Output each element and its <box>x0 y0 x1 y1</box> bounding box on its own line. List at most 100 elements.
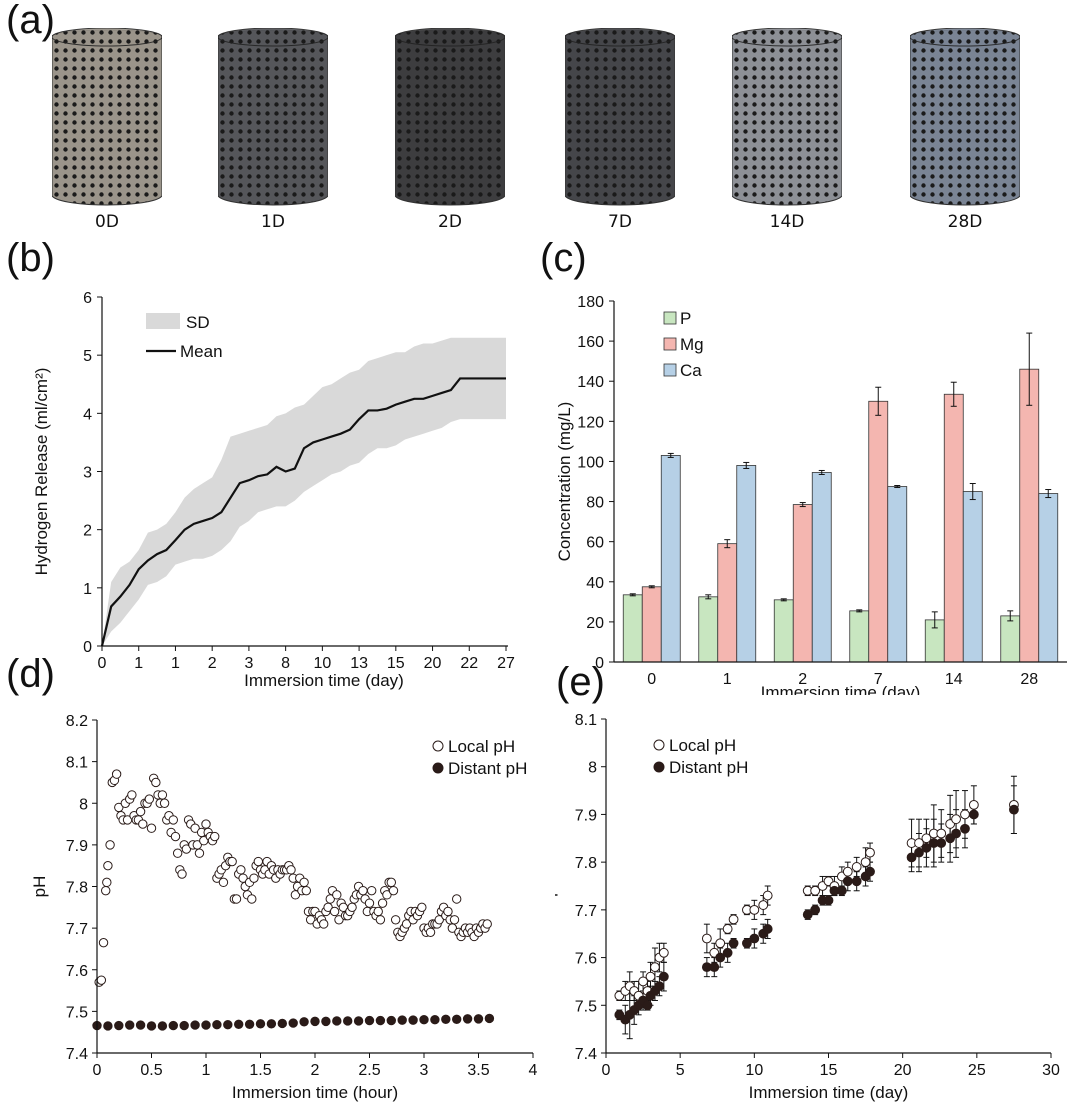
x-tick-label: 0 <box>93 1062 102 1079</box>
local-ph-point <box>936 828 947 839</box>
y-axis-label: pH <box>30 876 49 898</box>
local-ph-point <box>386 877 396 888</box>
distant-ph-point <box>234 1019 244 1029</box>
y-tick-label: 8 <box>79 796 88 813</box>
x-tick-label: 1 <box>202 1062 211 1079</box>
local-ph-point <box>358 885 368 896</box>
distant-ph-point <box>375 1015 386 1026</box>
x-tick-label: 13 <box>350 655 368 672</box>
y-tick-label: 8 <box>588 760 597 777</box>
panel-label-a: (a) <box>6 0 55 42</box>
local-ph-point <box>347 902 357 913</box>
distant-ph-point <box>201 1020 211 1030</box>
local-ph-point <box>366 885 377 896</box>
x-tick-label: 2 <box>208 655 217 672</box>
legend-label: Distant pH <box>448 759 527 778</box>
x-axis-label: Immersion time (day) <box>244 671 404 690</box>
local-ph-point <box>218 877 229 888</box>
distant-ph-point <box>255 1019 266 1029</box>
x-tick-label: 0.5 <box>140 1062 162 1079</box>
bar-p <box>622 594 643 663</box>
local-ph-point <box>728 914 739 925</box>
local-ph-point <box>482 919 492 929</box>
scaffold-body <box>909 29 1021 206</box>
scaffold-top <box>731 27 843 47</box>
bar-ca <box>1038 493 1059 663</box>
y-tick-label: 60 <box>586 535 604 552</box>
y-tick-label: 8.1 <box>66 755 88 772</box>
scaffold-top <box>217 27 329 47</box>
sample-label: 7D <box>608 212 632 232</box>
ph-day-chart: 7.4 7.5 7.6 7.7 7.8 7.9 8 8.1 0 5 10 15 20 25 30 Immers… <box>555 712 1060 1102</box>
distant-ph-point <box>936 838 947 848</box>
y-tick-label: 7.5 <box>66 1004 88 1021</box>
distant-ph-point <box>321 1016 331 1027</box>
local-ph-point <box>364 898 375 908</box>
legend-sd-label: SD <box>186 313 210 332</box>
x-tick-label: 10 <box>313 655 331 672</box>
distant-ph-point <box>968 809 979 820</box>
legend-swatch-ca <box>663 363 677 377</box>
y-tick-label: 7.5 <box>575 998 597 1015</box>
legend-swatch-mg <box>663 337 677 351</box>
distant-ph-point <box>842 876 853 887</box>
local-ph-point <box>319 919 329 929</box>
distant-ph-point <box>419 1015 429 1025</box>
x-tick-label: 0 <box>602 1062 611 1079</box>
local-ph-point <box>701 933 712 944</box>
distant-ph-point <box>810 904 821 915</box>
local-ph-point <box>103 860 113 871</box>
legend-mean-label: Mean <box>180 342 223 361</box>
scaffold-top <box>51 27 163 47</box>
local-ph-point <box>382 890 392 900</box>
y-tick-label: 100 <box>577 454 604 471</box>
local-ph-point <box>373 906 383 917</box>
local-ph-point <box>210 831 220 842</box>
scaffold-body <box>51 29 163 206</box>
distant-ph-point <box>103 1021 113 1031</box>
legend-marker <box>653 761 665 773</box>
x-tick-label: 30 <box>1042 1062 1060 1079</box>
distant-ph-point <box>749 933 760 944</box>
scaffold-photo <box>909 27 1021 208</box>
local-ph-point <box>329 906 340 917</box>
y-tick-label: 7.6 <box>575 951 597 968</box>
bar-mg <box>641 586 662 663</box>
y-tick-label: 7.4 <box>66 1046 88 1063</box>
local-ph-point <box>749 904 760 915</box>
x-axis-label: Immersion time (hour) <box>232 1083 398 1102</box>
local-ph-point <box>715 938 726 949</box>
local-ph-point <box>159 798 170 808</box>
local-ph-point <box>168 815 179 825</box>
local-ph-point <box>650 962 660 973</box>
local-ph-point <box>452 894 462 904</box>
bar-mg <box>868 400 889 663</box>
y-tick-label: 7.9 <box>66 838 88 855</box>
y-axis-label: Hydrogen Release (ml/cm²) <box>32 368 51 576</box>
y-tick-label: 160 <box>577 334 604 351</box>
x-tick-label: 3.5 <box>467 1062 489 1079</box>
distant-ph-point <box>642 1000 653 1011</box>
y-tick-label: 4 <box>83 406 92 423</box>
distant-ph-point <box>299 1017 309 1027</box>
legend-marker <box>432 762 444 774</box>
distant-ph-point <box>430 1015 440 1025</box>
distant-ph-point <box>244 1019 255 1029</box>
y-tick-label: 1 <box>83 581 92 598</box>
local-ph-point <box>638 976 648 987</box>
local-ph-point <box>334 915 344 925</box>
y-tick-label: 0 <box>83 639 92 656</box>
local-ph-point <box>810 885 821 896</box>
local-ph-point <box>968 799 979 810</box>
distant-ph-point <box>310 1016 320 1027</box>
local-ph-point <box>98 937 109 948</box>
distant-ph-point <box>914 847 924 858</box>
local-ph-point <box>101 885 111 896</box>
bar-ca <box>962 491 983 663</box>
bar-mg <box>717 543 738 663</box>
sample-label: 0D <box>95 212 119 232</box>
y-tick-label: 80 <box>586 495 604 512</box>
legend-label: Local pH <box>448 737 515 756</box>
x-tick-label: 4 <box>529 1062 538 1079</box>
local-ph-point <box>301 885 311 896</box>
